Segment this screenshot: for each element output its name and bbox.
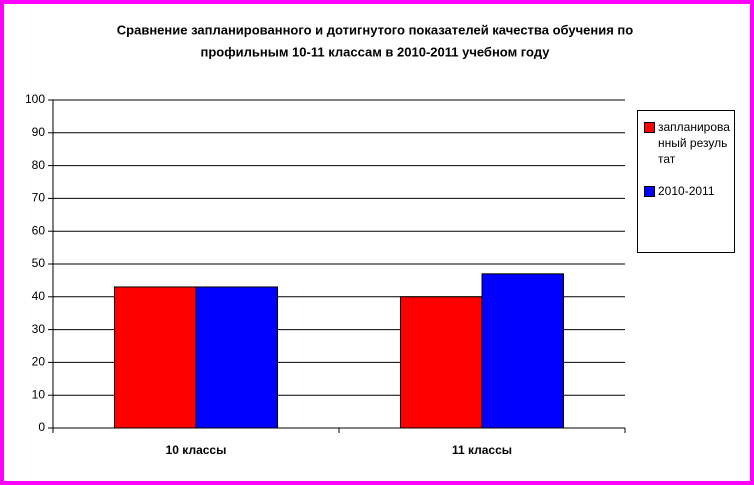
y-tick-label: 60 (32, 223, 46, 237)
bar (113, 286, 197, 429)
bar (481, 273, 565, 429)
y-tick-label: 40 (32, 289, 46, 303)
bar (399, 296, 483, 429)
y-tick-label: 0 (38, 420, 45, 434)
legend-entry: запланированный результат (644, 119, 730, 167)
chart-subtitle: профильным 10-11 классам в 2010-2011 уче… (201, 44, 551, 59)
bar (195, 286, 279, 429)
y-tick-label: 30 (32, 322, 46, 336)
y-tick-label: 90 (32, 125, 46, 139)
y-tick-label: 50 (32, 256, 46, 270)
chart: Сравнение запланированного и дотигнутого… (25, 22, 634, 457)
x-tick-label: 11 классы (452, 443, 512, 457)
legend-label: 2010-2011 (658, 184, 715, 198)
legend-swatch (644, 186, 655, 197)
chart-title: Сравнение запланированного и дотигнутого… (117, 22, 634, 37)
legend: запланированный результат 2010-2011 (637, 110, 735, 253)
y-tick-label: 80 (32, 158, 46, 172)
y-tick-label: 100 (25, 92, 45, 106)
y-tick-label: 70 (32, 191, 46, 205)
legend-entry: 2010-2011 (644, 183, 730, 199)
y-tick-label: 20 (32, 355, 46, 369)
x-tick-label: 10 классы (166, 443, 227, 457)
legend-swatch (644, 122, 655, 133)
legend-label: запланированный результат (658, 120, 730, 166)
y-tick-label: 10 (32, 387, 46, 401)
